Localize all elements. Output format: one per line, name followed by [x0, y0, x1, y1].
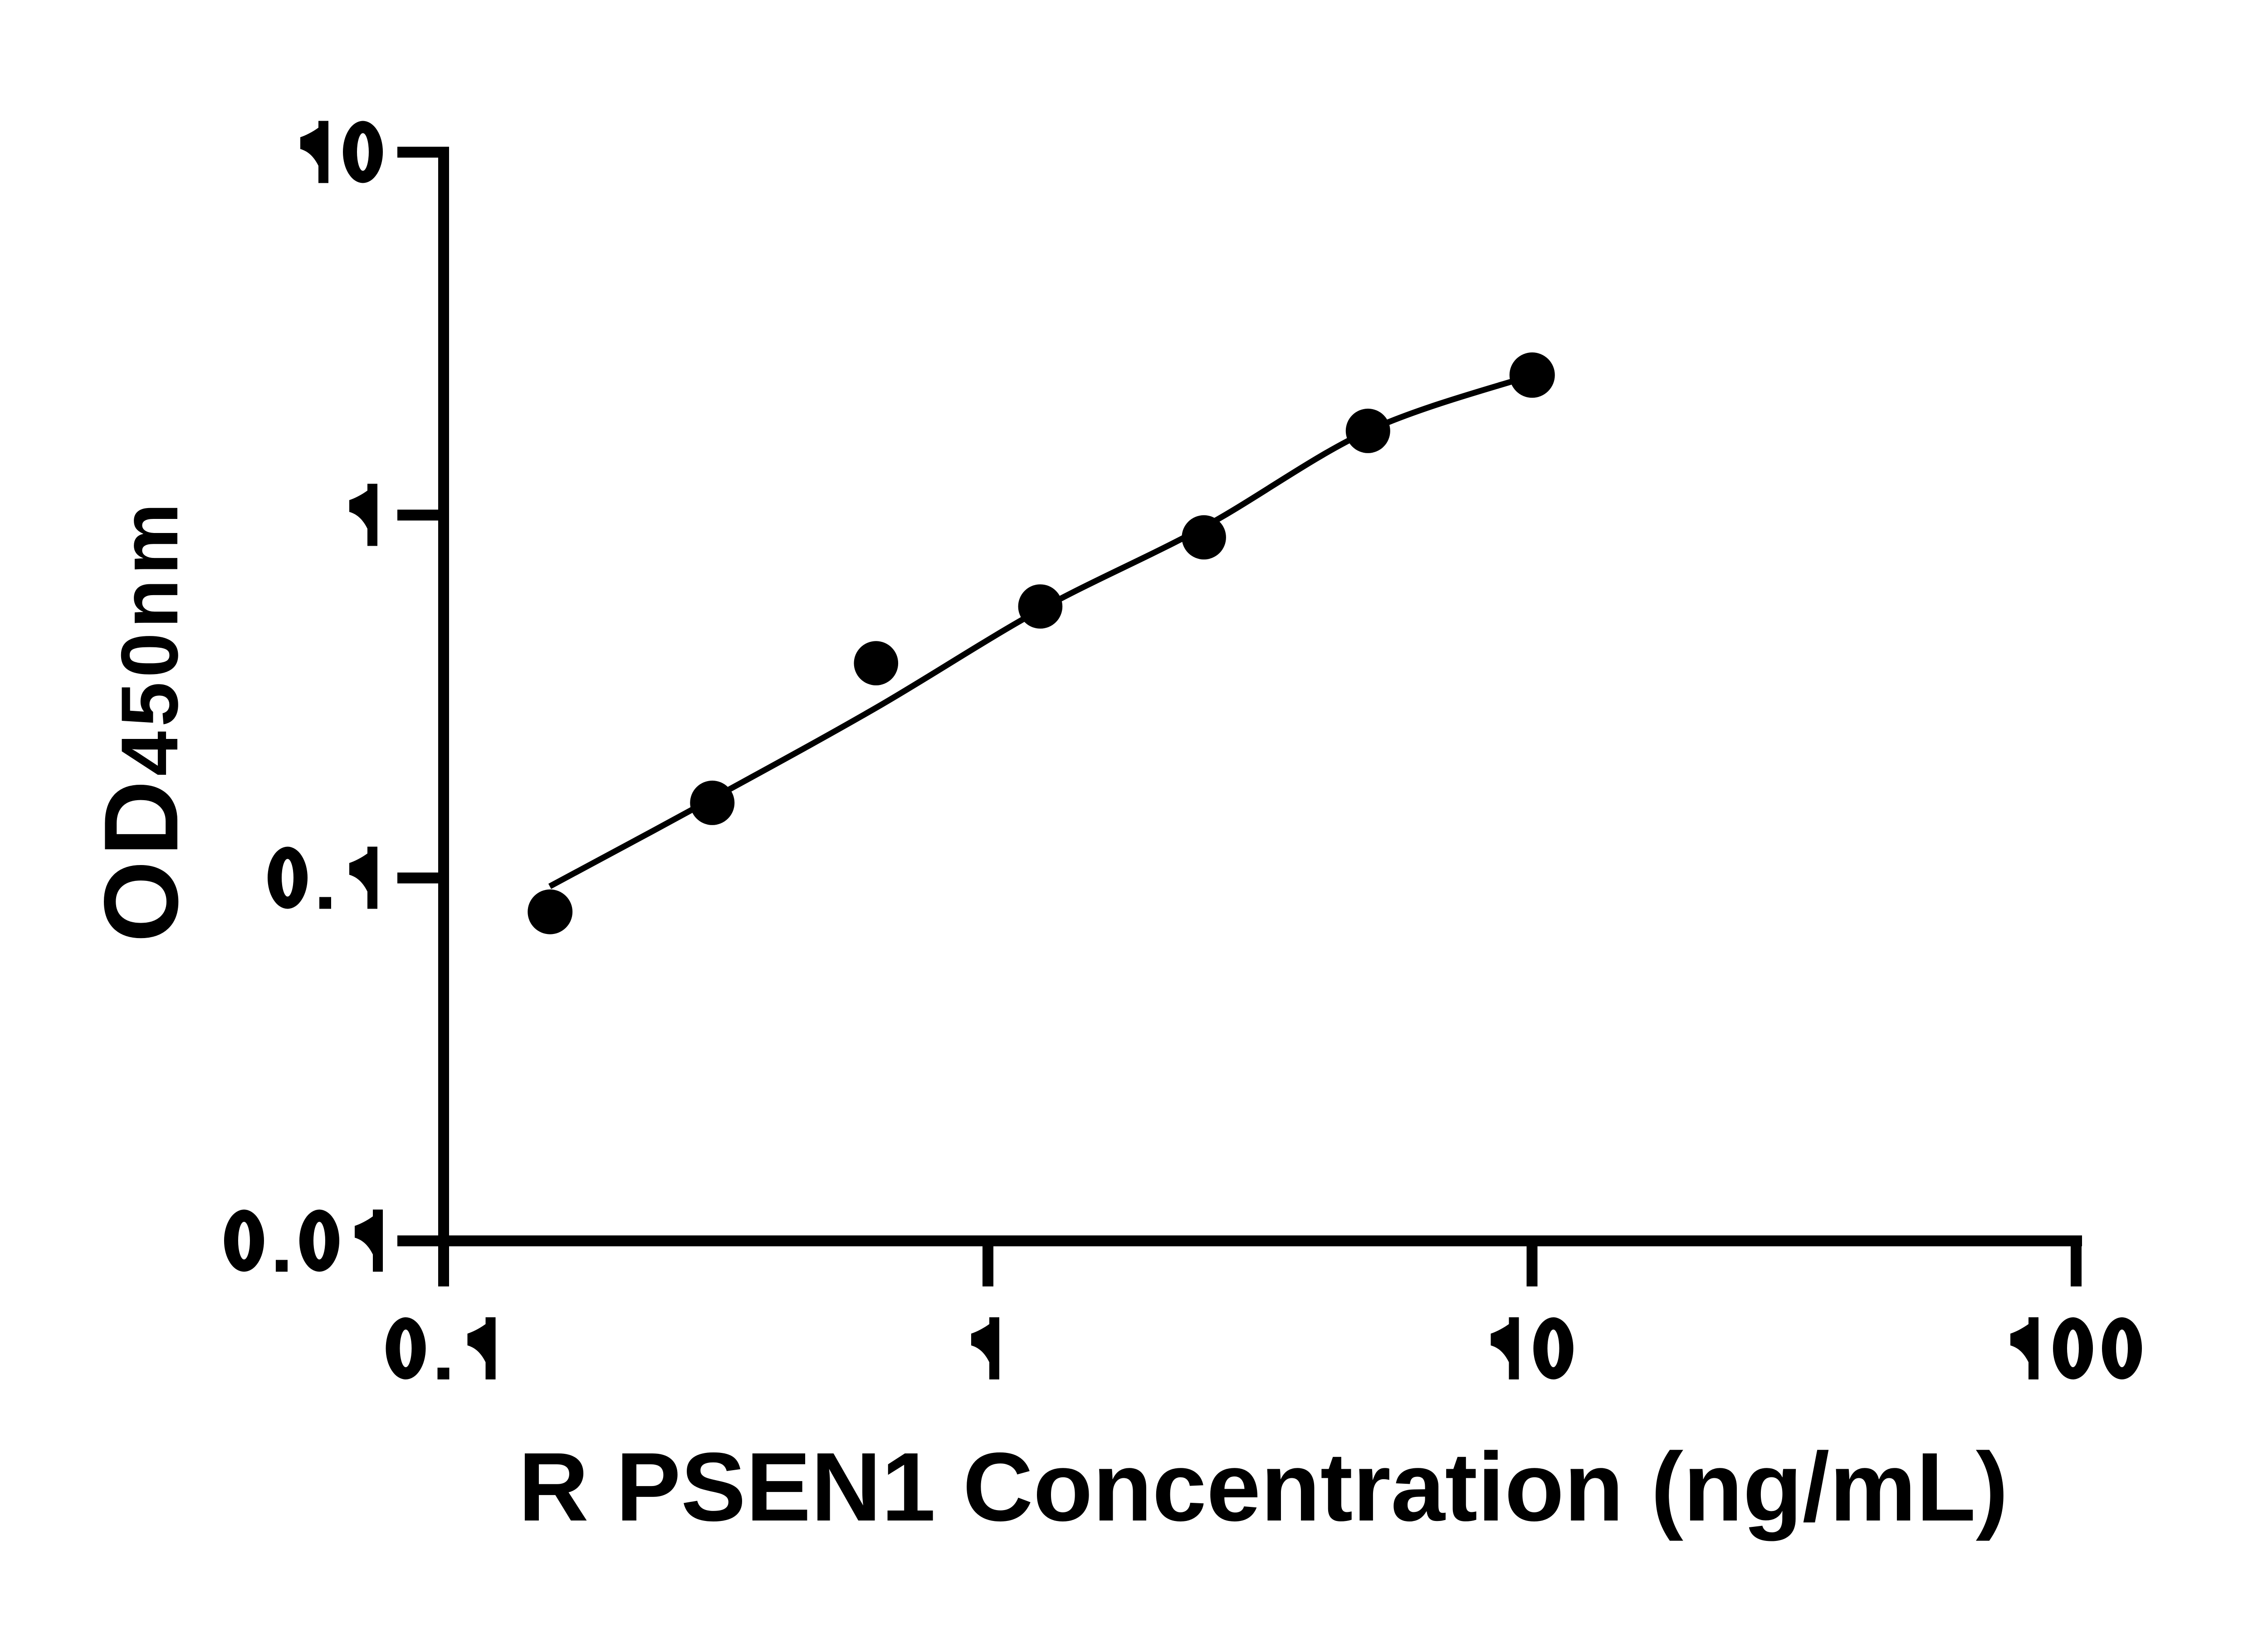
svg-text:R PSEN1 Concentration (ng/mL): R PSEN1 Concentration (ng/mL) [518, 1432, 2009, 1541]
svg-text:OD450nm: OD450nm [83, 499, 200, 943]
